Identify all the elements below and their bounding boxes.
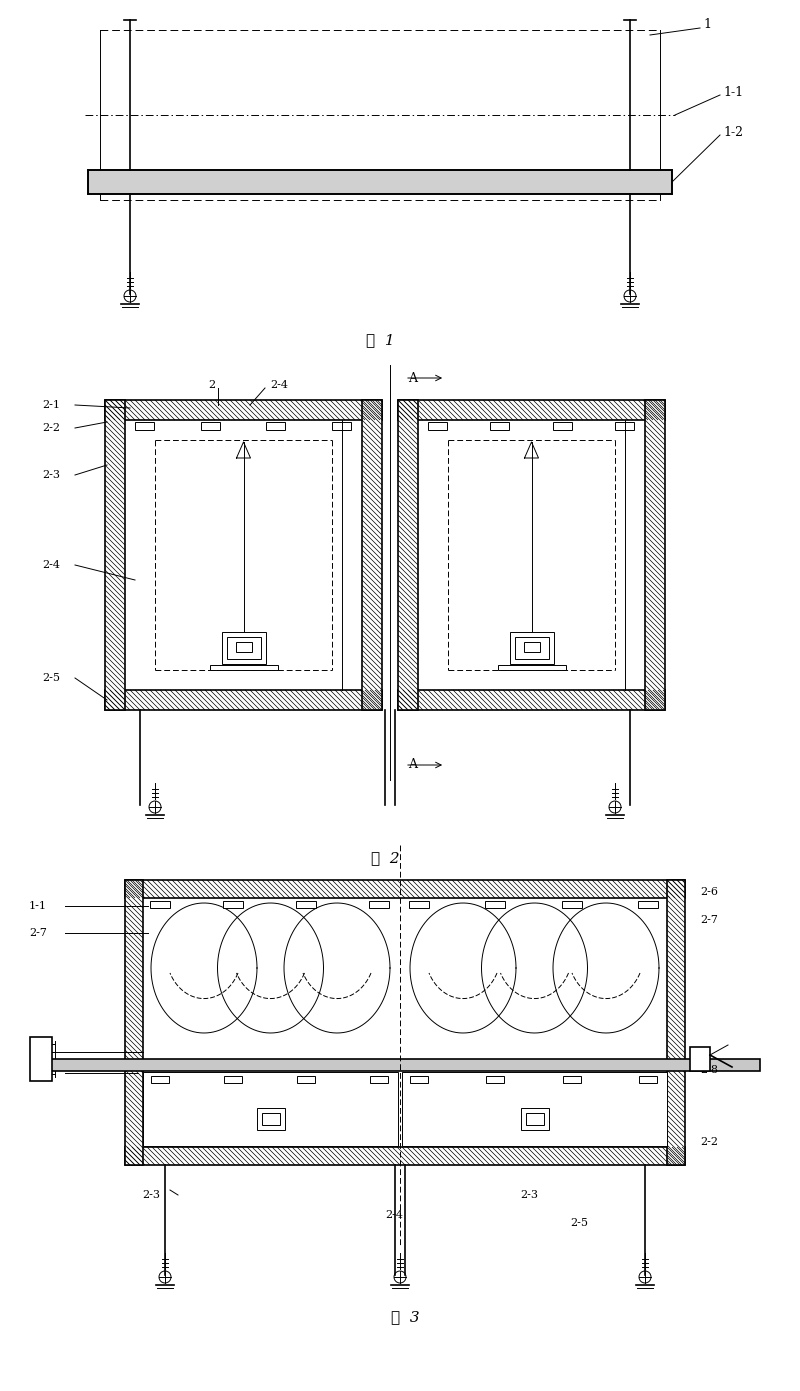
Text: 2-5: 2-5 [42,673,60,683]
Bar [553,421,572,430]
Bar [486,1077,504,1084]
Bar [125,881,143,1166]
Bar [428,421,447,430]
Bar [297,1077,315,1084]
Text: 2-3: 2-3 [142,1189,160,1200]
Bar [639,1077,657,1084]
Text: 2-7: 2-7 [700,915,718,925]
Bar [223,901,243,908]
Bar [332,421,351,430]
Text: 1: 1 [703,18,711,32]
Text: 图  1: 图 1 [366,332,394,346]
Text: 2-5: 2-5 [570,1219,588,1228]
Bar [105,690,382,709]
Bar [143,1072,398,1146]
Bar [523,643,539,652]
Bar [402,1072,667,1146]
Bar [398,401,418,709]
Bar [224,1077,242,1084]
Bar [526,1113,543,1125]
Bar [50,1059,760,1071]
Bar [235,643,251,652]
Bar [362,401,382,709]
Bar [369,901,389,908]
Bar [498,665,566,670]
Text: 2-3: 2-3 [42,470,60,480]
Bar [562,1077,581,1084]
Bar [410,1077,428,1084]
Text: 2: 2 [209,380,215,389]
Bar [222,632,266,664]
Text: 1-1: 1-1 [29,901,47,911]
Text: 图  2: 图 2 [370,851,399,865]
Bar [615,421,634,430]
Text: A: A [408,371,417,384]
Text: 2-2: 2-2 [29,1068,47,1078]
Bar [690,1047,710,1071]
Text: 2-3: 2-3 [520,1189,538,1200]
Bar [151,1077,169,1084]
Bar [125,1148,685,1166]
Bar [514,637,549,659]
Bar [562,901,582,908]
Text: 2-4: 2-4 [270,380,288,389]
Bar [105,401,382,420]
Bar [486,901,506,908]
Bar [296,901,316,908]
Bar [150,901,170,908]
Text: 2-6: 2-6 [700,887,718,897]
Bar [370,1077,388,1084]
Bar [226,637,261,659]
Bar [638,901,658,908]
Text: 2-4: 2-4 [385,1210,403,1220]
Bar [490,421,510,430]
Bar [409,901,429,908]
Text: 1-1: 1-1 [723,85,743,99]
Text: 2-1: 2-1 [42,401,60,410]
Bar [125,881,685,899]
Bar [266,421,286,430]
Bar [645,401,665,709]
Bar [30,1038,52,1081]
Text: 2-2: 2-2 [42,423,60,433]
Bar [88,170,672,193]
Bar [257,1109,285,1129]
Bar [262,1113,279,1125]
Bar [135,421,154,430]
Bar [105,401,125,709]
Bar [510,632,554,664]
Text: 2-7: 2-7 [29,928,47,938]
Text: 1-2: 1-2 [723,127,743,139]
Text: 2-2: 2-2 [700,1136,718,1148]
Bar [667,881,685,1166]
Bar [201,421,220,430]
Text: 2-8: 2-8 [700,1066,718,1075]
Text: 2-4: 2-4 [42,561,60,570]
Bar [521,1109,549,1129]
Text: A: A [408,758,417,772]
Bar [398,690,665,709]
Bar [210,665,278,670]
Text: 图  3: 图 3 [390,1310,419,1324]
Bar [398,401,665,420]
